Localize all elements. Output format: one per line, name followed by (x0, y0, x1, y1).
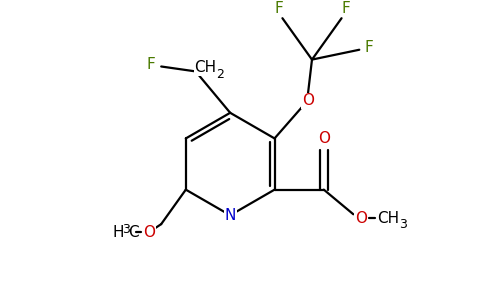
Text: O: O (355, 211, 367, 226)
Text: 3: 3 (122, 223, 130, 236)
Text: H: H (112, 224, 123, 239)
Text: F: F (365, 40, 374, 55)
Text: O: O (318, 131, 330, 146)
Text: 2: 2 (216, 68, 224, 81)
Text: O: O (302, 94, 314, 109)
Text: C: C (128, 224, 139, 239)
Text: CH: CH (195, 60, 217, 75)
Text: O: O (143, 224, 155, 239)
Text: N: N (225, 208, 236, 223)
Text: CH: CH (377, 211, 399, 226)
Text: F: F (147, 57, 156, 72)
Text: F: F (341, 1, 350, 16)
Text: 3: 3 (399, 218, 407, 231)
Text: F: F (274, 1, 283, 16)
